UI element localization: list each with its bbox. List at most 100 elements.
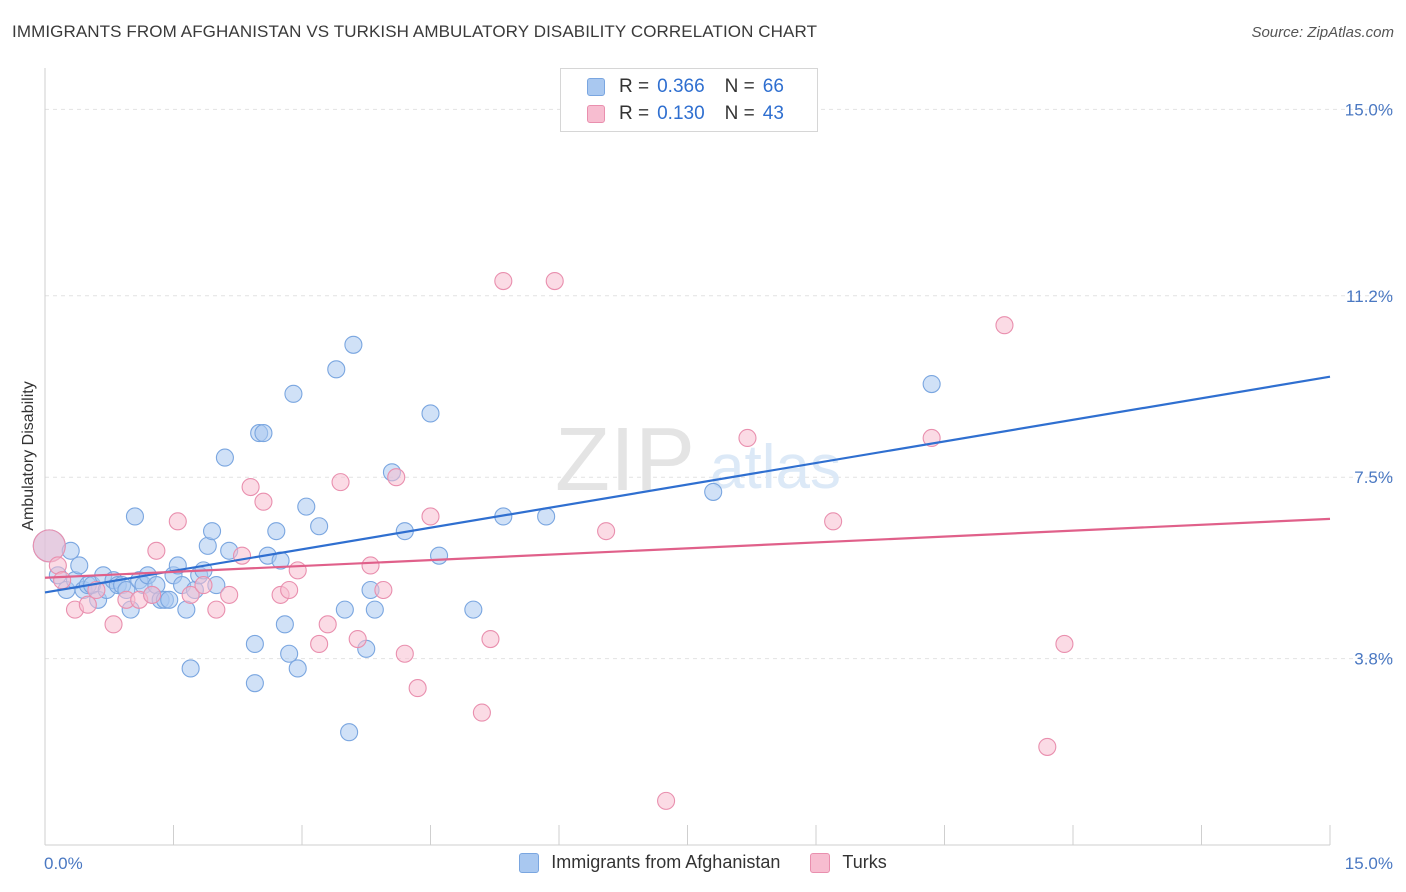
y-tick-label: 3.8%: [1354, 650, 1393, 669]
y-tick-label: 7.5%: [1354, 468, 1393, 487]
turks-point: [181, 585, 200, 604]
turks-point: [738, 428, 757, 448]
afghanistan-point: [284, 384, 303, 403]
afghanistan-point: [280, 644, 299, 663]
bottom-legend-turks: Turks: [810, 852, 887, 873]
watermark-zip: ZIP: [555, 410, 695, 510]
afghanistan-point: [245, 634, 264, 653]
turks-point: [1038, 737, 1057, 756]
turks-point: [995, 316, 1014, 335]
data-points: [32, 272, 1074, 810]
axes: [44, 68, 1331, 846]
turks-point: [194, 576, 213, 595]
turks-point: [361, 556, 380, 575]
turks-point: [280, 580, 299, 600]
y-tick-label: 15.0%: [1345, 100, 1393, 119]
turks-point: [310, 634, 329, 653]
turks-point: [288, 561, 307, 580]
turks-point: [254, 492, 273, 511]
legend-n-label: N =: [724, 76, 755, 97]
legend-r-value: 0.366: [657, 76, 705, 97]
afghanistan-point: [464, 600, 483, 619]
turks-point: [78, 595, 97, 614]
turks-point: [207, 600, 226, 619]
tick-labels: 3.8% 7.5% 11.2% 15.0% 0.0% 15.0%: [44, 100, 1393, 873]
afghanistan-point: [160, 590, 179, 609]
chart-title: IMMIGRANTS FROM AFGHANISTAN VS TURKISH A…: [12, 22, 818, 41]
turks-point: [232, 546, 252, 565]
legend-r-value: 0.130: [657, 103, 705, 124]
afghanistan-point: [537, 507, 556, 526]
afghanistan-point: [203, 522, 222, 541]
bottom-legend-afghanistan: Immigrants from Afghanistan: [519, 852, 780, 873]
y-axis-label: Ambulatory Disability: [20, 381, 37, 530]
legend-row-afghanistan: R = 0.366 N = 66: [587, 74, 784, 100]
source-label: Source: ZipAtlas.com: [1251, 24, 1394, 41]
turks-point: [147, 541, 166, 560]
bottom-legend-swatch-afghanistan: [519, 852, 540, 873]
legend: R = 0.366 N = 66 R = 0.130 N = 43: [560, 68, 818, 132]
legend-swatch-afghanistan: [587, 78, 605, 96]
turks-point: [494, 272, 513, 291]
turks-point: [545, 272, 564, 291]
legend-row-turks: R = 0.130 N = 43: [587, 101, 784, 127]
y-tick-label: 11.2%: [1346, 287, 1393, 306]
legend-r-label: R =: [619, 76, 650, 97]
turks-point: [421, 507, 440, 526]
turks-point: [168, 512, 187, 531]
bottom-legend-label: Immigrants from Afghanistan: [551, 852, 781, 872]
turks-point: [657, 791, 676, 810]
trend-lines: [44, 375, 1331, 594]
turks-point: [387, 468, 406, 487]
afghanistan-point: [340, 723, 359, 742]
afghanistan-point: [267, 522, 286, 541]
turks-point: [318, 615, 337, 634]
turks-point: [241, 477, 260, 497]
turks-point: [87, 580, 106, 600]
legend-r-label: R =: [619, 103, 650, 124]
legend-n-value: 43: [762, 103, 784, 124]
turks-point: [481, 629, 500, 649]
x-tick-label: 15.0%: [1345, 854, 1393, 873]
afghanistan-trend-line: [44, 375, 1331, 594]
turks-point: [374, 580, 393, 600]
legend-n-label: N =: [724, 103, 755, 124]
afghanistan-point: [344, 335, 363, 354]
afghanistan-point: [288, 659, 307, 678]
afghanistan-point: [215, 448, 234, 467]
afghanistan-point: [922, 374, 941, 394]
afghanistan-point: [254, 424, 273, 443]
turks-point: [331, 473, 350, 492]
bottom-legend-swatch-turks: [810, 852, 831, 873]
afghanistan-point: [365, 600, 384, 619]
afghanistan-point: [70, 556, 89, 575]
turks-point: [395, 644, 414, 663]
afghanistan-point: [335, 600, 354, 619]
afghanistan-point: [704, 482, 723, 501]
turks-point: [597, 522, 616, 541]
turks-point: [143, 585, 162, 604]
turks-trend-line: [44, 517, 1331, 579]
afghanistan-point: [181, 659, 200, 678]
gridlines: [45, 108, 1395, 660]
afghanistan-point: [275, 615, 294, 634]
legend-swatch-turks: [587, 105, 605, 123]
bottom-legend: Immigrants from Afghanistan Turks: [0, 852, 1406, 873]
turks-point: [824, 512, 843, 531]
turks-point: [408, 679, 427, 698]
turks-point: [104, 615, 123, 634]
afghanistan-point: [310, 517, 329, 536]
turks-point: [1055, 634, 1074, 653]
turks-point: [472, 703, 491, 722]
afghanistan-point: [327, 360, 346, 379]
legend-n-value: 66: [762, 76, 784, 97]
afghanistan-point: [297, 497, 316, 516]
turks-point: [53, 571, 72, 590]
afghanistan-point: [421, 404, 440, 423]
bottom-legend-label: Turks: [842, 852, 887, 872]
turks-point: [220, 585, 239, 604]
x-tick-label: 0.0%: [44, 854, 83, 873]
afghanistan-point: [245, 674, 264, 693]
turks-point: [32, 529, 66, 563]
